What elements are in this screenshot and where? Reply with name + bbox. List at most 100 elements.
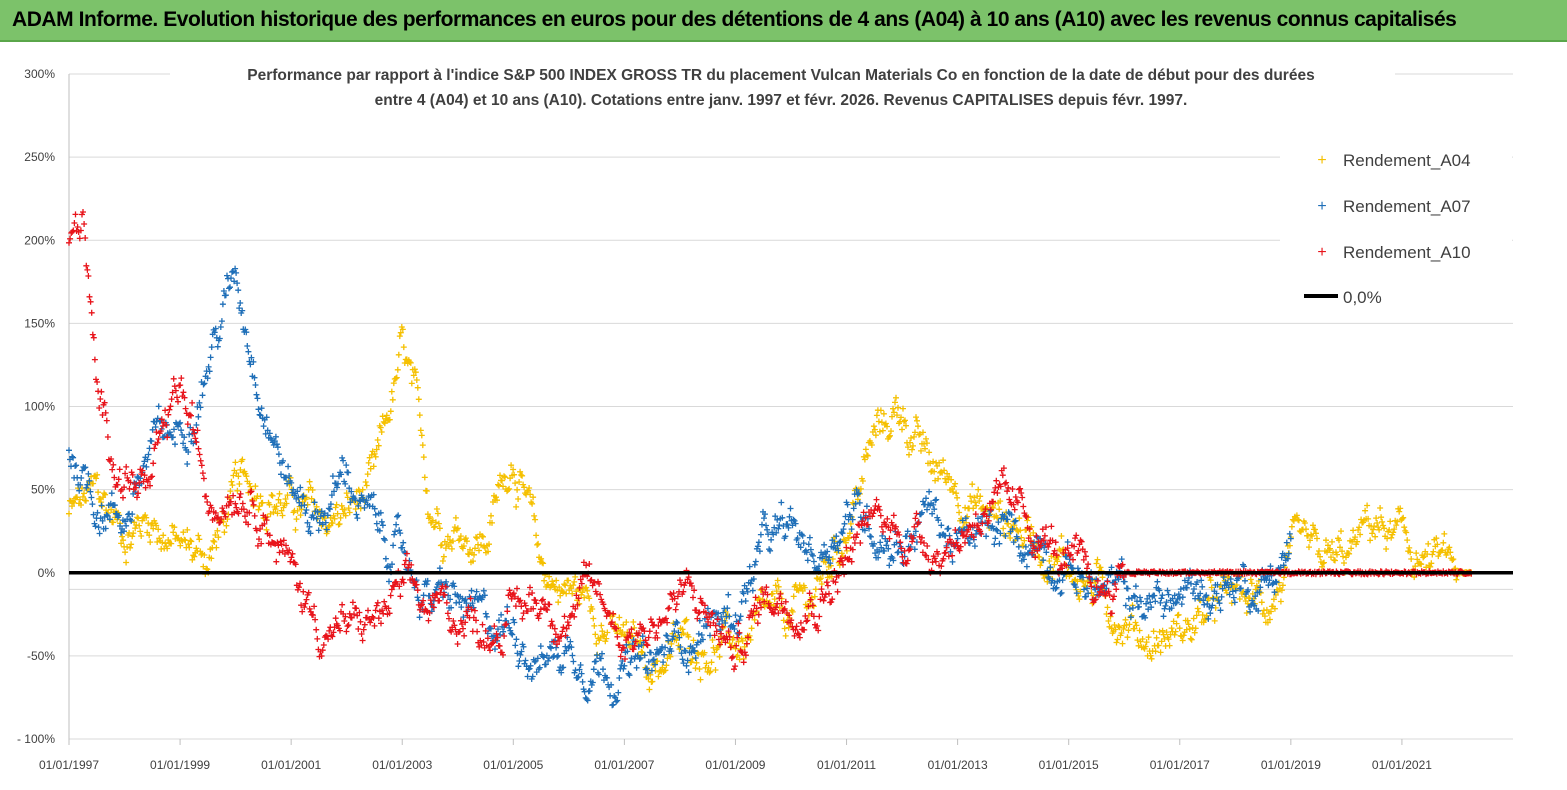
data-point	[695, 610, 702, 617]
data-point	[929, 510, 936, 517]
data-point	[122, 549, 129, 556]
data-point	[221, 510, 228, 517]
data-point	[655, 622, 662, 629]
data-point	[239, 456, 246, 463]
data-point	[645, 634, 652, 641]
data-point	[926, 488, 933, 495]
data-point	[622, 656, 628, 662]
data-point	[1215, 597, 1222, 604]
legend-item-zero[interactable]: 0,0%	[1304, 288, 1382, 307]
data-point	[1074, 565, 1081, 572]
y-tick-label: 300%	[24, 67, 55, 81]
data-point	[1177, 586, 1184, 593]
data-point	[589, 606, 596, 612]
data-point	[1016, 486, 1022, 493]
data-point	[1425, 540, 1432, 547]
data-point	[803, 549, 810, 556]
data-point	[506, 485, 513, 492]
data-point	[589, 582, 596, 589]
data-point	[784, 521, 791, 528]
data-point	[181, 434, 188, 441]
data-point	[1006, 496, 1013, 503]
data-point	[255, 406, 262, 413]
data-point	[662, 667, 669, 674]
data-point	[762, 511, 768, 518]
data-point	[432, 519, 439, 526]
data-point	[393, 521, 400, 528]
data-point	[743, 585, 750, 592]
data-point	[794, 535, 801, 542]
data-point	[1076, 596, 1083, 603]
data-point	[89, 331, 96, 338]
data-point	[681, 582, 688, 589]
data-point	[670, 590, 677, 597]
data-point	[877, 539, 884, 546]
data-point	[761, 515, 767, 522]
data-point	[189, 556, 196, 563]
data-point	[1433, 535, 1440, 542]
data-point	[543, 606, 550, 613]
data-point	[870, 423, 877, 430]
data-point	[541, 577, 548, 584]
data-point	[599, 628, 606, 635]
data-point	[765, 600, 772, 607]
chart-title-line-2: entre 4 (A04) et 10 ans (A10). Cotations…	[375, 92, 1188, 109]
data-point	[1070, 581, 1077, 587]
data-point	[192, 435, 199, 442]
data-point	[493, 630, 500, 637]
data-point	[848, 526, 855, 533]
data-point	[1237, 585, 1244, 592]
data-point	[757, 531, 764, 538]
data-point	[259, 499, 266, 506]
data-point	[270, 442, 277, 448]
data-point	[842, 513, 849, 520]
data-point	[1194, 605, 1201, 612]
data-point	[110, 461, 117, 468]
data-point	[755, 539, 762, 546]
data-point	[355, 502, 362, 509]
data-point	[951, 483, 958, 490]
legend[interactable]: + Rendement_A04 + Rendement_A07 + Rendem…	[1280, 135, 1512, 315]
data-point	[217, 519, 224, 526]
legend-item-a07[interactable]: + Rendement_A07	[1317, 197, 1470, 216]
data-point	[375, 442, 382, 449]
data-point	[526, 665, 533, 672]
data-point	[1004, 516, 1011, 523]
data-point	[871, 426, 878, 433]
data-point	[869, 513, 876, 520]
data-point	[870, 510, 877, 517]
data-point	[943, 479, 950, 486]
data-point	[821, 594, 828, 601]
data-point	[948, 476, 955, 483]
x-tick-label: 01/01/2013	[928, 758, 988, 772]
data-point	[1243, 610, 1250, 616]
data-point	[351, 611, 357, 618]
data-point	[713, 628, 720, 635]
data-point	[1310, 522, 1316, 529]
data-point	[584, 697, 591, 704]
data-point	[1063, 562, 1070, 569]
data-point	[1165, 636, 1172, 643]
data-point	[458, 604, 465, 611]
data-point	[88, 309, 95, 316]
data-point	[940, 555, 947, 562]
data-point	[200, 381, 207, 388]
data-point	[999, 472, 1006, 479]
data-point	[276, 490, 283, 497]
legend-item-a04[interactable]: + Rendement_A04	[1317, 151, 1470, 170]
data-point	[744, 588, 751, 595]
data-point	[286, 547, 293, 554]
legend-item-a10[interactable]: + Rendement_A10	[1317, 243, 1470, 262]
data-point	[115, 512, 122, 519]
data-point	[663, 615, 669, 622]
data-point	[898, 545, 905, 552]
data-point	[185, 541, 192, 548]
data-point	[1012, 494, 1019, 500]
data-point	[1205, 615, 1212, 622]
data-point	[1153, 634, 1160, 641]
data-point	[674, 593, 681, 600]
data-point	[127, 544, 134, 551]
data-point	[175, 423, 181, 430]
data-point	[1346, 550, 1353, 557]
data-point	[679, 626, 686, 633]
